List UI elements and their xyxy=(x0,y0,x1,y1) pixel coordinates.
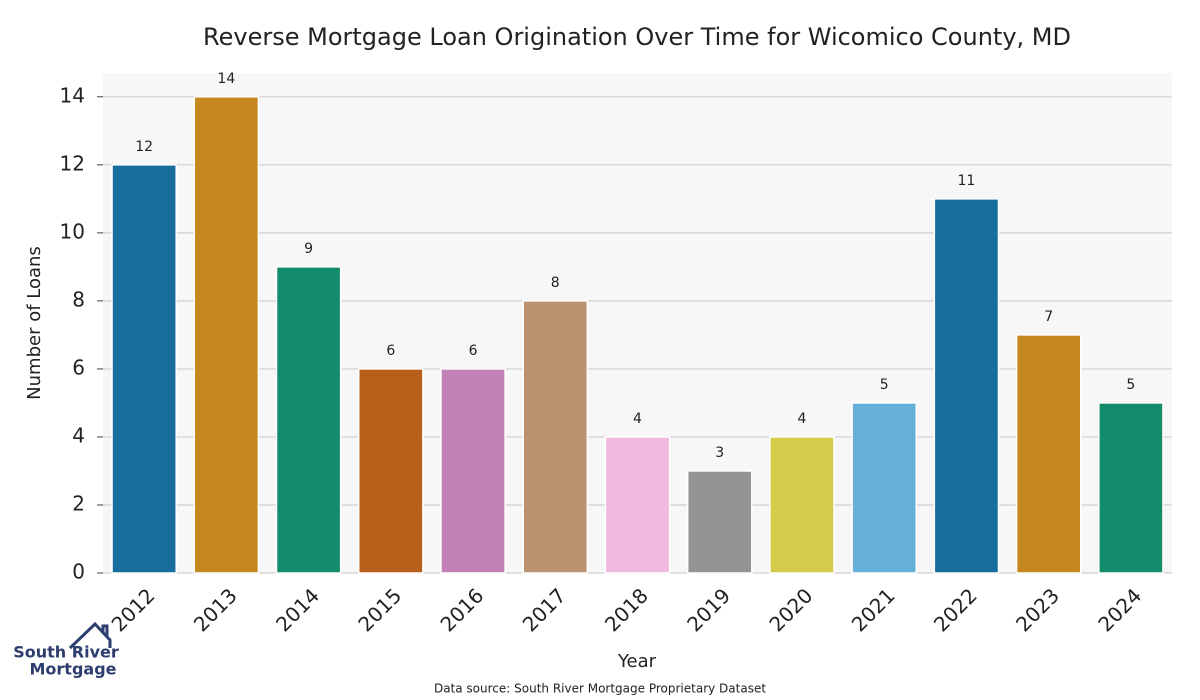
x-axis-label: Year xyxy=(617,651,657,672)
chart-title: Reverse Mortgage Loan Origination Over T… xyxy=(203,23,1071,51)
y-tick-label: 0 xyxy=(72,560,85,584)
x-tick-label: 2012 xyxy=(107,583,160,636)
x-tick-label: 2022 xyxy=(929,583,982,636)
y-tick-label: 6 xyxy=(72,355,85,379)
source-note: Data source: South River Mortgage Propri… xyxy=(434,682,766,696)
bar xyxy=(193,96,260,574)
bar xyxy=(686,470,753,574)
x-tick-label: 2019 xyxy=(682,583,735,636)
x-tick-label: 2016 xyxy=(435,583,488,636)
bar xyxy=(851,402,918,574)
value-label: 5 xyxy=(880,377,889,393)
y-tick-label: 2 xyxy=(72,491,85,515)
x-tick-label: 2017 xyxy=(518,583,571,636)
bar xyxy=(604,436,671,574)
logo-text: Mortgage xyxy=(29,660,116,679)
y-tick-label: 12 xyxy=(60,151,85,175)
value-label: 6 xyxy=(386,343,395,359)
value-label: 9 xyxy=(304,241,313,257)
bar xyxy=(357,368,424,574)
y-tick-label: 10 xyxy=(60,219,85,243)
value-label: 5 xyxy=(1126,377,1135,393)
bar xyxy=(1098,402,1164,574)
logo-text: South River xyxy=(13,643,119,662)
x-tick-label: 2024 xyxy=(1093,583,1146,636)
logo-house xyxy=(68,621,112,650)
bar xyxy=(933,198,1000,574)
value-label: 4 xyxy=(633,411,642,427)
bar xyxy=(769,436,835,574)
x-tick-label: 2020 xyxy=(764,583,817,636)
value-label: 12 xyxy=(135,139,153,155)
value-label: 6 xyxy=(469,343,478,359)
y-axis-label: Number of Loans xyxy=(24,246,45,400)
y-tick-label: 14 xyxy=(60,83,85,107)
bar xyxy=(275,266,342,574)
value-label: 14 xyxy=(217,71,235,87)
bar xyxy=(440,368,506,574)
x-tick-label: 2018 xyxy=(600,583,653,636)
y-tick-label: 4 xyxy=(72,423,85,447)
logo: South River Mortgage xyxy=(13,621,119,679)
bar xyxy=(522,300,589,574)
value-label: 11 xyxy=(958,173,976,189)
x-tick-label: 2023 xyxy=(1011,583,1064,636)
value-label: 4 xyxy=(798,411,807,427)
bar xyxy=(111,164,177,574)
x-tick-label: 2014 xyxy=(271,583,324,636)
x-tick-label: 2013 xyxy=(189,583,242,636)
bar xyxy=(1015,334,1082,574)
x-tick-label: 2021 xyxy=(847,583,900,636)
value-label: 3 xyxy=(715,445,724,461)
x-tick-label: 2015 xyxy=(353,583,406,636)
y-tick-label: 8 xyxy=(72,287,85,311)
value-label: 8 xyxy=(551,275,560,291)
value-label: 7 xyxy=(1044,309,1053,325)
